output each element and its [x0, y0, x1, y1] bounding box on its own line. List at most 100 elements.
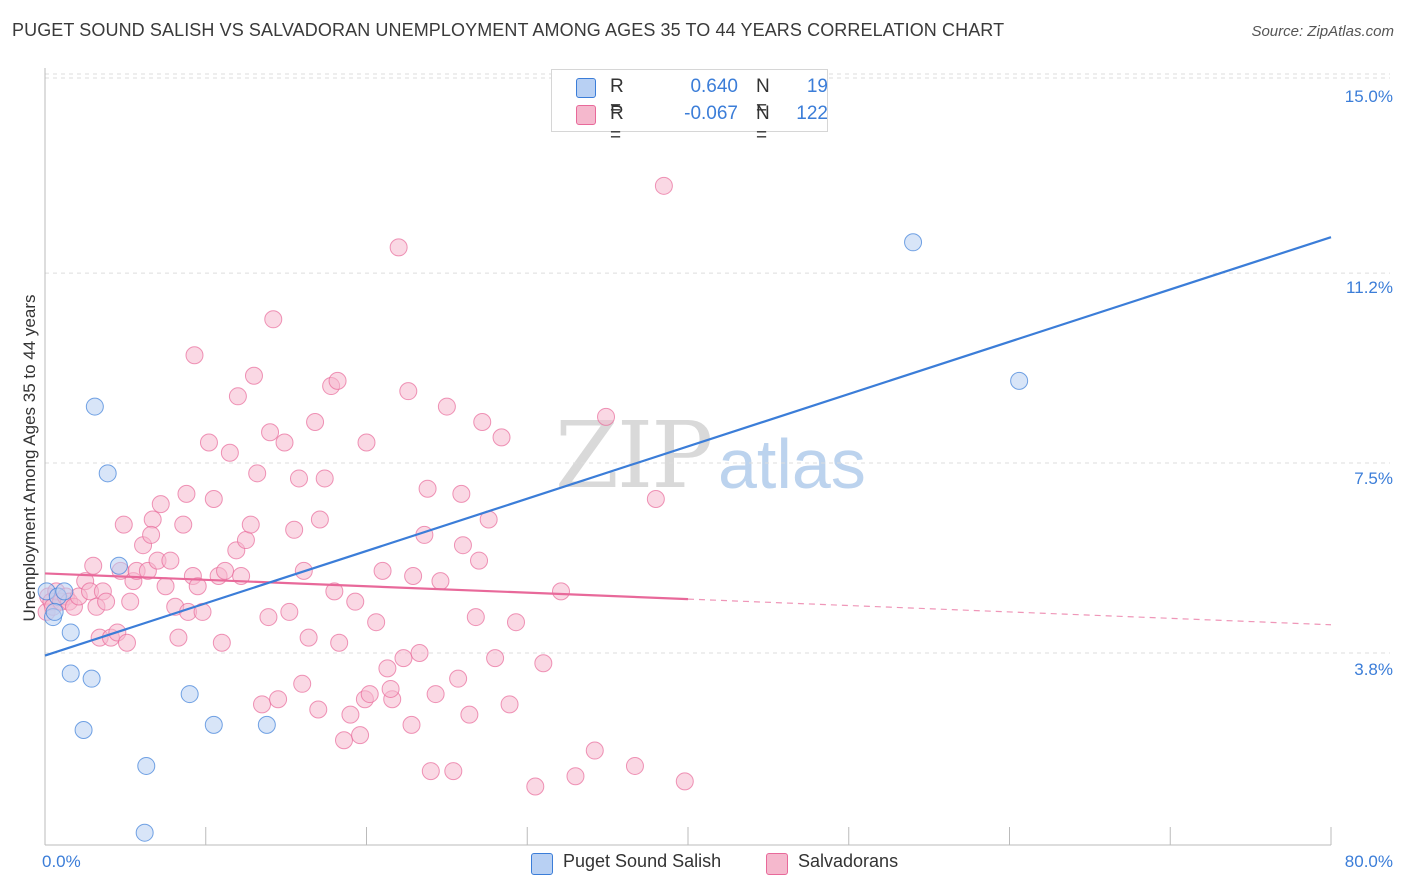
salvadoran-point	[143, 510, 162, 529]
salvadoran-point	[526, 777, 545, 796]
salvadoran-point	[285, 520, 304, 539]
salvadoran-point	[236, 531, 255, 550]
legend-r-label: R =	[610, 76, 624, 119]
salvadoran-point	[334, 731, 353, 750]
puget-point	[135, 823, 154, 842]
x-tick-label: 0.0%	[42, 852, 81, 871]
legend-n-value: 122	[796, 103, 828, 124]
puget-point	[1010, 371, 1029, 390]
salvadoran-point	[199, 433, 218, 452]
chart-title: PUGET SOUND SALISH VS SALVADORAN UNEMPLO…	[12, 20, 1005, 40]
salvadoran-point	[142, 525, 161, 544]
salvadoran-point	[625, 756, 644, 775]
salvadoran-point	[280, 602, 299, 621]
salvadoran-point	[188, 577, 207, 596]
salvadoran-point	[399, 382, 418, 401]
salvadoran-point	[114, 515, 133, 534]
salvadoran-point	[597, 407, 616, 426]
bottom-legend-label: Salvadorans	[798, 851, 899, 871]
puget-point	[137, 756, 156, 775]
salvadoran-point	[426, 685, 445, 704]
puget-point	[55, 582, 74, 601]
salvadoran-point	[121, 592, 140, 611]
salvadoran-point	[394, 649, 413, 668]
legend-r-label: R =	[610, 103, 624, 146]
salvadoran-point	[444, 762, 463, 781]
puget-point	[74, 721, 93, 740]
salvadoran-point	[216, 561, 235, 580]
salvadoran-point	[185, 346, 204, 365]
salvadoran-point	[452, 484, 471, 503]
salvadoran-point	[156, 577, 175, 596]
salvadoran-point	[466, 608, 485, 627]
salvadoran-point	[117, 633, 136, 652]
salvadoran-point	[169, 628, 188, 647]
salvadoran-point	[269, 690, 288, 709]
salvadoran-point	[261, 423, 280, 442]
salvadoran-point	[174, 515, 193, 534]
salvadoran-point	[330, 633, 349, 652]
salvadoran-point	[654, 176, 673, 195]
salvadoran-point	[151, 495, 170, 514]
salvadoran-point	[367, 613, 386, 632]
puget-point	[61, 664, 80, 683]
salvadoran-point	[585, 741, 604, 760]
watermark-atlas: atlas	[718, 425, 866, 503]
salvadoran-point	[389, 238, 408, 257]
puget-point	[45, 602, 64, 621]
salvadoran-point	[460, 705, 479, 724]
puget-point	[109, 556, 128, 575]
legend: R = 0.640 N = 19 R = -0.067 N = 122	[551, 69, 828, 146]
salvadoran-point	[241, 515, 260, 534]
puget-point	[904, 233, 923, 252]
puget-point	[85, 397, 104, 416]
puget-point	[82, 669, 101, 688]
legend-swatch-pink	[576, 105, 596, 125]
salvadoran-point	[486, 649, 505, 668]
salvadoran-point	[418, 479, 437, 498]
salvadoran-point	[357, 433, 376, 452]
watermark-zip: ZIP	[555, 402, 713, 509]
salvadoran-point	[309, 700, 328, 719]
puget-point	[98, 464, 117, 483]
puget-point	[204, 715, 223, 734]
salvadoran-trend-line	[44, 572, 689, 601]
salvadoran-point	[431, 572, 450, 591]
y-axis-label: Unemployment Among Ages 35 to 44 years	[20, 294, 39, 622]
salvadoran-point	[500, 695, 519, 714]
salvadoran-point	[248, 464, 267, 483]
y-tick-label: 15.0%	[1344, 87, 1393, 106]
x-tick-label: 80.0%	[1344, 852, 1393, 871]
salvadoran-point	[378, 659, 397, 678]
salvadoran-point	[177, 484, 196, 503]
puget-trend-line	[44, 236, 1332, 657]
salvadoran-point	[351, 726, 370, 745]
puget-point	[180, 685, 199, 704]
legend-r-value: -0.067	[684, 103, 738, 124]
salvadoran-point	[346, 592, 365, 611]
salvadoran-point	[566, 767, 585, 786]
salvadoran-point	[289, 469, 308, 488]
salvadoran-point	[470, 551, 489, 570]
legend-swatch-blue	[576, 78, 596, 98]
salvadoran-point	[259, 608, 278, 627]
salvadoran-point	[212, 633, 231, 652]
salvadoran-point	[310, 510, 329, 529]
y-tick-label: 3.8%	[1354, 660, 1393, 679]
salvadoran-point	[306, 412, 325, 431]
salvadoran-point	[449, 669, 468, 688]
salvadoran-point	[204, 489, 223, 508]
y-tick-label: 7.5%	[1354, 469, 1393, 488]
salvadoran-point	[373, 561, 392, 580]
salvadoran-point	[421, 762, 440, 781]
salvadoran-point	[228, 387, 247, 406]
legend-swatch-blue	[531, 853, 553, 875]
salvadoran-point	[437, 397, 456, 416]
legend-swatch-pink	[766, 853, 788, 875]
legend-n-label: N =	[756, 103, 770, 146]
salvadoran-point	[315, 469, 334, 488]
legend-r-value: 0.640	[690, 76, 738, 97]
salvadoran-point	[402, 715, 421, 734]
salvadoran-point	[492, 428, 511, 447]
